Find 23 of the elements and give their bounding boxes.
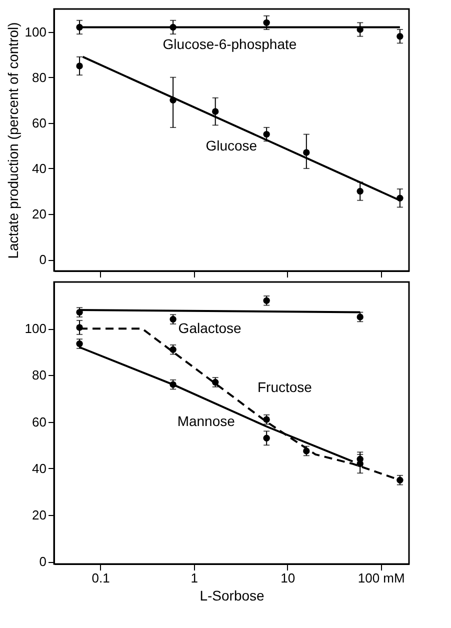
y-tick-label: 80	[32, 368, 46, 383]
x-tick-label: 10	[280, 570, 296, 586]
y-tick-label: 100	[24, 24, 46, 40]
y-tick-label: 0	[39, 554, 46, 570]
y-tick-label: 100	[24, 321, 46, 336]
y-tick-label: 60	[32, 115, 46, 130]
y-tick-label: 60	[32, 414, 46, 430]
y-tick-label: 20	[32, 206, 46, 222]
series-label: Fructose	[258, 378, 312, 395]
x-tick-label: 0.1	[92, 570, 110, 586]
y-tick-label: 80	[32, 70, 46, 85]
y-tick-label: 20	[32, 508, 46, 523]
x-tick-label: 1	[190, 570, 198, 586]
series-label: Glucose	[206, 138, 258, 154]
x-tick-label: 100 mM	[358, 570, 405, 586]
y-axis-title: Lactate production (percent of control)	[4, 22, 21, 259]
y-tick-label: 40	[32, 460, 46, 476]
series-label: Mannose	[177, 412, 236, 429]
x-axis-title: L-Sorbose	[200, 588, 265, 604]
series-label: Galactose	[178, 320, 242, 336]
y-tick-label: 40	[32, 160, 46, 176]
y-tick-label: 0	[39, 252, 46, 268]
series-label: Glucose-6-phosphate	[162, 36, 297, 52]
